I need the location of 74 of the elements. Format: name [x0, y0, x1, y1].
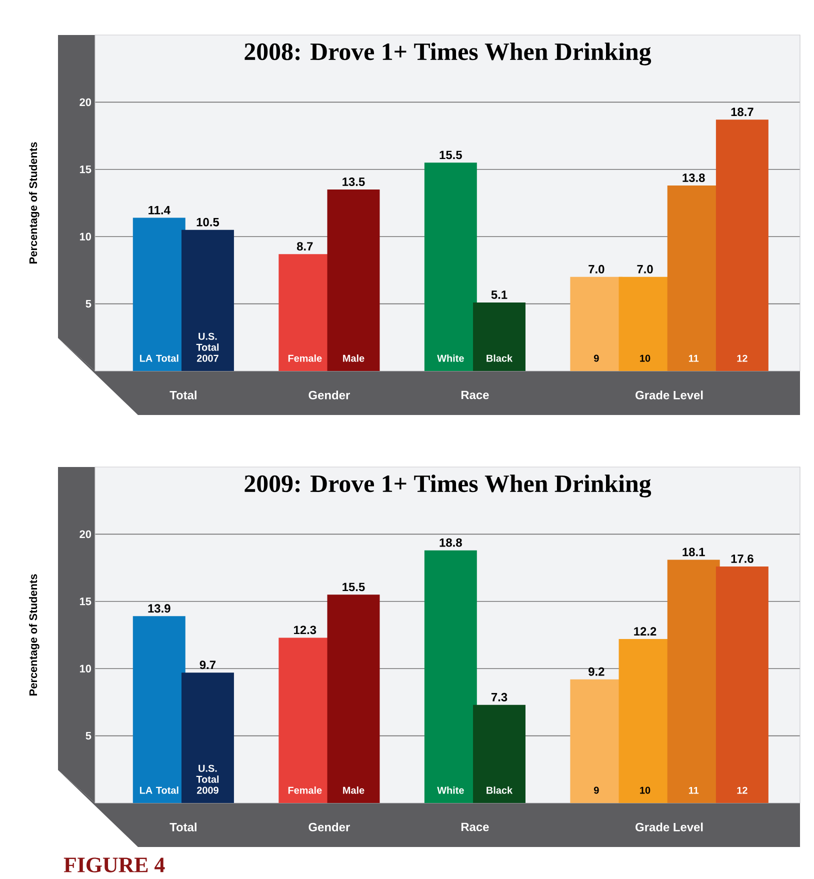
bar	[424, 550, 477, 803]
bar	[181, 230, 234, 371]
data-label: 18.7	[731, 108, 754, 116]
data-label: 11.4	[148, 206, 170, 214]
bar	[716, 120, 768, 371]
data-label: 18.8	[440, 538, 462, 547]
x-tick-label: U.S. Total 2007	[196, 332, 219, 362]
y-tick-label: 20	[80, 530, 92, 538]
x-tick-label: Male	[343, 786, 364, 794]
data-label: 15.5	[440, 150, 462, 160]
x-tick-label: 11	[688, 786, 699, 794]
text: Race	[461, 390, 489, 400]
x-tick-label: Male	[343, 354, 364, 362]
chart-title: 2008: Drove 1+ Times When Drinking	[244, 42, 652, 66]
text: Grade Level	[636, 390, 703, 400]
text: Total	[170, 390, 196, 400]
x-tick-label: Black	[486, 354, 513, 362]
bar	[473, 704, 526, 803]
data-label: 7.0	[637, 264, 653, 274]
x-tick-label: White	[437, 354, 464, 362]
bar	[667, 560, 720, 803]
x-tick-label: 12	[737, 786, 748, 794]
x-tick-label: 9	[594, 354, 599, 362]
bar	[327, 594, 380, 803]
data-label: 13.9	[148, 604, 170, 613]
data-label: 8.7	[296, 242, 313, 251]
text: Gender	[308, 822, 350, 832]
text: Race	[461, 822, 489, 832]
data-label: 9.2	[588, 667, 604, 676]
bar	[181, 672, 234, 803]
data-label: 15.5	[342, 582, 365, 592]
bar	[716, 566, 768, 803]
chart-title: 2009: Drove 1+ Times When Drinking	[244, 474, 652, 498]
bar	[327, 190, 380, 371]
y-tick-label: 15	[80, 166, 92, 174]
x-tick-label: LA Total	[140, 354, 178, 362]
x-tick-label: 11	[688, 354, 699, 362]
data-label: 13.8	[682, 174, 705, 182]
x-tick-label: U.S. Total 2009	[196, 764, 219, 794]
text: Gender	[308, 390, 350, 400]
x-tick-label: Female	[288, 354, 322, 362]
data-label: 9.7	[200, 660, 216, 670]
y-tick-label: 20	[80, 98, 92, 106]
text: Total	[170, 822, 196, 832]
data-label: 13.5	[342, 178, 365, 186]
data-label: 18.1	[682, 548, 705, 556]
text: Grade Level	[636, 822, 703, 832]
y-axis-title: Percentage of Students	[29, 142, 40, 264]
caption: FIGURE 4	[64, 858, 165, 872]
x-tick-label: White	[437, 786, 464, 794]
bar	[473, 302, 526, 371]
x-tick-label: Black	[486, 786, 513, 794]
data-label: 17.6	[731, 554, 754, 563]
bar	[132, 616, 186, 803]
x-tick-label: Female	[288, 786, 322, 794]
data-label: 12.3	[294, 626, 316, 634]
y-tick-label: 5	[86, 300, 92, 308]
bar	[132, 218, 186, 371]
x-tick-label: 9	[594, 786, 599, 794]
x-tick-label: 12	[737, 354, 748, 362]
y-tick-label: 10	[80, 232, 92, 240]
y-tick-label: 10	[80, 664, 92, 672]
data-label: 10.5	[196, 218, 220, 226]
data-label: 5.1	[491, 290, 508, 299]
x-tick-label: 10	[640, 786, 650, 794]
x-tick-label: 10	[640, 354, 650, 362]
data-label: 7.0	[588, 264, 604, 274]
y-tick-label: 15	[80, 598, 92, 606]
data-label: 12.2	[634, 627, 656, 636]
y-tick-label: 5	[86, 732, 92, 740]
bar	[424, 162, 477, 371]
data-label: 7.3	[491, 692, 508, 702]
y-axis-title: Percentage of Students	[29, 574, 40, 696]
x-tick-label: LA Total	[140, 786, 178, 794]
